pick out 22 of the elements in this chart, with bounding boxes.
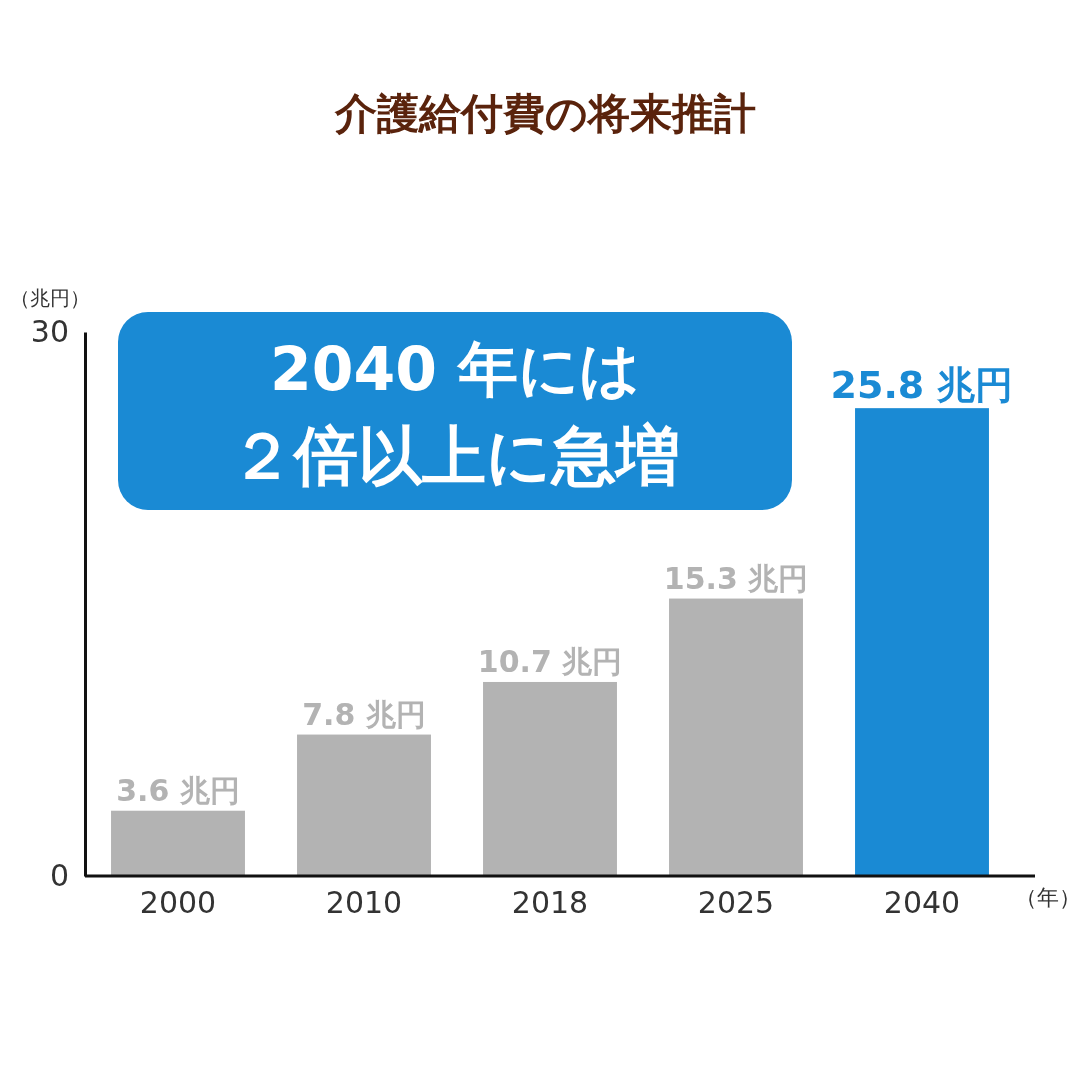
annotation: ２倍以上に急増: [230, 419, 680, 493]
bar: [483, 681, 617, 876]
x-tick-label: 2000: [139, 885, 217, 920]
x-tick-label: 2018: [511, 885, 589, 920]
bar: [111, 810, 245, 876]
x-tick-label: 2025: [697, 885, 775, 920]
bar: [297, 734, 431, 876]
y-tick-label: 0: [49, 858, 69, 894]
bar: [855, 408, 989, 876]
data-label: 3.6 兆円: [116, 772, 240, 808]
bar: [669, 598, 803, 876]
x-tick-label: 2040: [883, 885, 961, 920]
data-label: 10.7 兆円: [477, 643, 623, 679]
chart-title: 介護給付費の将来推計: [333, 89, 756, 138]
annotation: 2040 年には: [270, 334, 640, 404]
x-tick-label: 2010: [325, 885, 403, 920]
data-label: 25.8 兆円: [830, 363, 1014, 408]
x-axis-title: （年）: [1015, 885, 1081, 910]
data-label: 7.8 兆円: [302, 696, 426, 732]
y-tick-label: 30: [30, 314, 69, 350]
data-label: 15.3 兆円: [663, 560, 809, 596]
y-axis-title: （兆円）: [10, 286, 90, 310]
